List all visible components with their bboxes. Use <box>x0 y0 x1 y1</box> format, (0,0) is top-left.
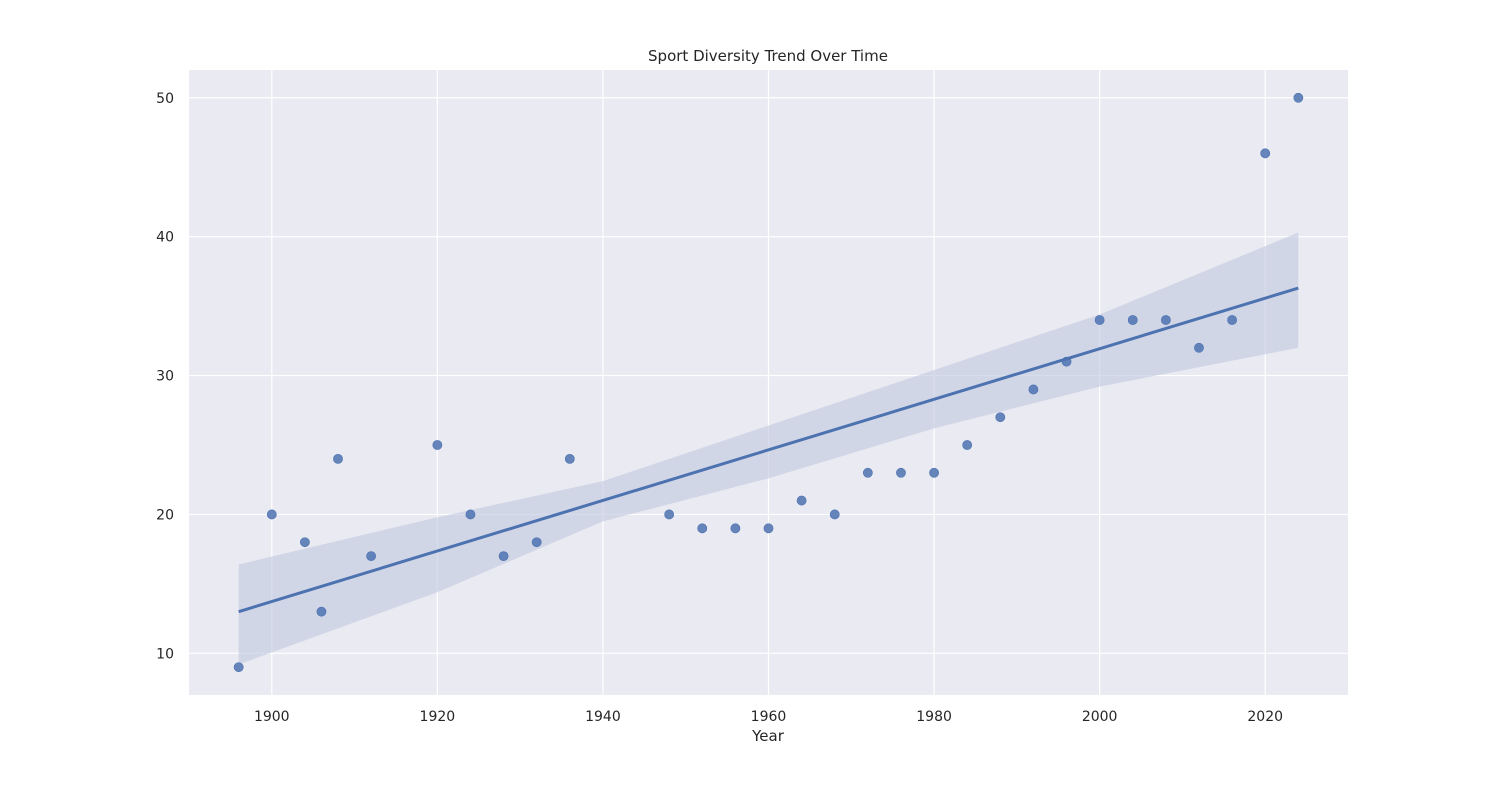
data-point <box>266 509 277 520</box>
data-point <box>730 523 741 534</box>
x-tick-label: 1900 <box>254 709 290 725</box>
data-point <box>1127 315 1138 325</box>
x-tick-label: 2000 <box>1082 709 1118 725</box>
x-tick-label: 1940 <box>585 709 621 725</box>
data-point <box>862 467 873 478</box>
data-point <box>929 467 939 478</box>
data-point <box>796 495 807 506</box>
x-tick-label: 1960 <box>751 709 787 725</box>
data-point <box>664 509 675 520</box>
regression-line-layer <box>238 286 1299 614</box>
chart-title: Sport Diversity Trend Over Time <box>648 47 888 65</box>
data-point <box>299 537 310 548</box>
data-point <box>896 467 906 478</box>
data-point <box>1260 148 1271 159</box>
data-point <box>1227 315 1237 325</box>
data-point <box>763 523 774 534</box>
data-point <box>962 440 973 450</box>
y-tick-label: 30 <box>156 369 174 385</box>
x-tick-label: 1980 <box>916 709 952 725</box>
x-axis-title: Year <box>751 727 785 745</box>
x-tick-label: 1920 <box>420 709 456 725</box>
data-point <box>465 509 476 520</box>
y-tick-label: 40 <box>156 230 174 246</box>
data-point <box>316 606 327 617</box>
data-point <box>829 509 840 520</box>
data-point <box>233 662 244 673</box>
y-tick-label: 10 <box>156 646 174 662</box>
data-point <box>1028 384 1039 395</box>
scatter-points <box>233 92 1304 673</box>
data-point <box>564 453 575 464</box>
data-point <box>333 453 343 464</box>
data-point <box>697 523 708 534</box>
data-point <box>995 412 1006 423</box>
data-point <box>1293 92 1304 103</box>
data-point <box>1094 315 1105 325</box>
y-axis-ticks: 10 20 30 40 50 <box>156 91 174 663</box>
regression-line <box>238 286 1299 614</box>
data-point <box>1194 342 1204 353</box>
x-tick-label: 2020 <box>1247 709 1283 725</box>
data-point <box>498 551 509 562</box>
data-point <box>1160 315 1171 325</box>
data-point <box>1061 356 1072 367</box>
x-axis-ticks: 1900 1920 1940 1960 1980 2000 2020 <box>254 709 1283 725</box>
y-tick-label: 50 <box>156 91 174 107</box>
data-point <box>366 551 377 562</box>
data-point <box>432 440 443 450</box>
data-point <box>531 537 542 548</box>
y-tick-label: 20 <box>156 507 174 523</box>
